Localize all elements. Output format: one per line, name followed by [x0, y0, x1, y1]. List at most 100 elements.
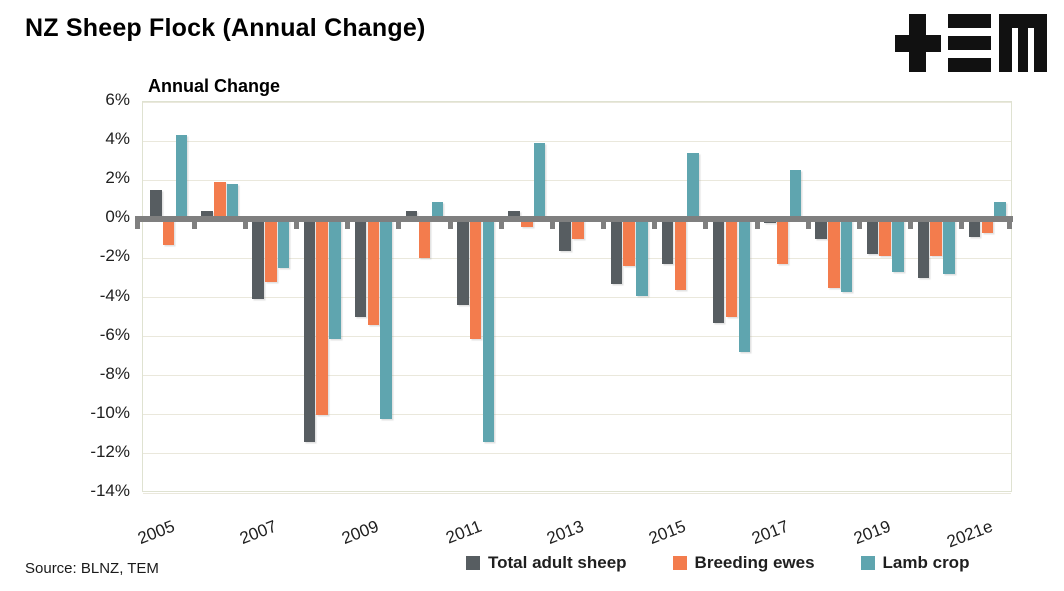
x-axis-label: 2019 [851, 516, 894, 548]
bar-breeding-ewes-2012 [521, 219, 533, 228]
bar-breeding-ewes-2007 [265, 219, 277, 282]
bar-total-adult-sheep-2018 [815, 219, 827, 239]
axis-tick [1007, 222, 1012, 230]
axis-tick [856, 222, 862, 230]
axis-tick [396, 222, 402, 230]
bar-breeding-ewes-2014 [623, 219, 635, 267]
bar-breeding-ewes-2021e [981, 219, 994, 233]
gridline [143, 492, 1011, 494]
bar-total-adult-sheep-2014 [610, 219, 623, 284]
legend-label: Lamb crop [882, 553, 970, 572]
bar-breeding-ewes-2010 [418, 219, 431, 259]
bar-lamb-crop-2007 [277, 219, 290, 269]
legend-label: Total adult sheep [488, 553, 627, 572]
axis-tick [805, 222, 811, 230]
x-axis-label: 2009 [339, 516, 382, 548]
bar-lamb-crop-2018 [840, 219, 853, 292]
y-axis-label: -12% [90, 441, 130, 461]
axis-tick [498, 222, 504, 230]
logo-plus-icon [895, 14, 941, 72]
gridline [143, 257, 1011, 259]
y-axis-label: -6% [99, 324, 130, 344]
axis-tick [549, 222, 555, 230]
bar-lamb-crop-2009 [380, 219, 392, 419]
axis-tick [345, 222, 351, 230]
bar-total-adult-sheep-2005 [150, 189, 162, 220]
bar-breeding-ewes-2016 [725, 219, 738, 318]
zero-axis-line [135, 216, 1013, 223]
bar-total-adult-sheep-2013 [559, 219, 571, 251]
page-title: NZ Sheep Flock (Annual Change) [25, 14, 426, 42]
bar-lamb-crop-2020 [943, 219, 955, 275]
bar-total-adult-sheep-2006 [201, 211, 213, 220]
y-axis-label: 4% [105, 129, 130, 149]
gridline [143, 453, 1011, 455]
logo-m-icon [999, 14, 1047, 72]
bar-lamb-crop-2014 [636, 219, 648, 296]
y-axis-label: 0% [105, 207, 130, 227]
gridline [143, 336, 1011, 338]
y-axis-label: 6% [105, 90, 130, 109]
axis-tick [601, 222, 607, 230]
bar-lamb-crop-2005 [175, 135, 188, 220]
gridline [143, 140, 1011, 142]
bar-total-adult-sheep-2007 [252, 219, 264, 300]
source-text: Source: BLNZ, TEM [25, 560, 159, 577]
tem-logo [895, 14, 1047, 72]
y-axis-label: -4% [99, 285, 130, 305]
gridline [143, 375, 1011, 377]
bar-total-adult-sheep-2021e [968, 219, 981, 237]
bar-lamb-crop-2010 [431, 201, 444, 220]
bar-lamb-crop-2006 [226, 184, 239, 220]
x-axis-label: 2013 [544, 516, 587, 548]
bar-total-adult-sheep-2008 [303, 219, 316, 443]
bar-breeding-ewes-2019 [879, 219, 891, 257]
x-axis-label: 2021e [944, 516, 996, 552]
legend-label: Breeding ewes [694, 553, 815, 572]
axis-tick [242, 222, 248, 230]
x-axis-label: 2011 [442, 516, 484, 548]
bar-breeding-ewes-2011 [469, 219, 482, 339]
chart-title: Annual Change [148, 76, 281, 96]
legend-swatch-icon [860, 556, 875, 570]
legend-item-breeding-ewes: Breeding ewes [672, 553, 815, 573]
logo-bars-icon [948, 14, 991, 72]
bar-total-adult-sheep-2010 [405, 211, 418, 220]
y-axis-label: 2% [105, 168, 130, 188]
bar-lamb-crop-2011 [482, 219, 495, 443]
axis-tick [754, 222, 760, 230]
gridline [143, 179, 1011, 181]
axis-tick [959, 222, 965, 230]
bar-breeding-ewes-2015 [674, 219, 687, 290]
bar-lamb-crop-2015 [687, 152, 699, 220]
axis-tick [447, 222, 453, 230]
bar-breeding-ewes-2020 [930, 219, 942, 257]
bar-breeding-ewes-2008 [316, 219, 328, 415]
bar-breeding-ewes-2005 [162, 219, 175, 245]
gridline [143, 414, 1011, 416]
legend-swatch-icon [466, 556, 480, 570]
legend-item-total-adult-sheep: Total adult sheep [466, 553, 627, 573]
legend-swatch-icon [672, 556, 687, 570]
y-axis-label: -14% [90, 481, 130, 500]
bar-total-adult-sheep-2009 [354, 219, 367, 318]
x-axis-label: 2015 [646, 516, 689, 548]
axis-tick [908, 222, 914, 230]
axis-tick [294, 222, 300, 230]
bar-lamb-crop-2021e [994, 201, 1006, 220]
bar-lamb-crop-2017 [789, 170, 802, 220]
bar-breeding-ewes-2018 [828, 219, 840, 288]
gridline [143, 297, 1011, 298]
bar-total-adult-sheep-2012 [508, 211, 520, 220]
y-axis-label: -8% [99, 363, 130, 383]
bar-breeding-ewes-2006 [214, 182, 226, 220]
legend: Total adult sheep Breeding ewes Lamb crop [466, 553, 969, 573]
axis-tick [703, 222, 709, 230]
y-axis-label: -10% [90, 402, 130, 422]
legend-item-lamb-crop: Lamb crop [860, 553, 970, 573]
y-axis-label: -2% [99, 246, 130, 266]
axis-tick [652, 222, 658, 230]
bar-total-adult-sheep-2016 [712, 219, 725, 323]
bar-lamb-crop-2019 [892, 219, 904, 273]
